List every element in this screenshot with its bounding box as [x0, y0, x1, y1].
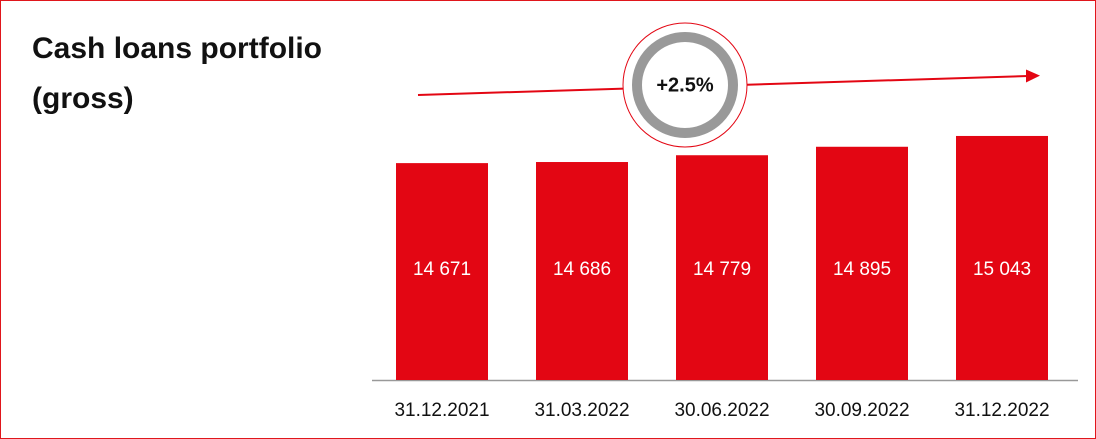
bar: [956, 135, 1048, 380]
value-label: 14 686: [553, 259, 611, 280]
x-tick-label: 31.12.2021: [394, 400, 489, 421]
bar: [676, 155, 768, 380]
chart-title: Cash loans portfolio (gross): [32, 32, 323, 115]
value-label: 15 043: [973, 259, 1031, 280]
x-tick-label: 30.06.2022: [674, 400, 769, 421]
bar: [816, 146, 908, 380]
badge-ring: [632, 32, 738, 138]
arrow-head: [1026, 69, 1040, 83]
x-tick-label: 31.03.2022: [534, 400, 629, 421]
bar: [536, 162, 628, 380]
badge-label: +2.5%: [656, 74, 713, 96]
bar: [396, 163, 488, 380]
value-label: 14 779: [693, 259, 751, 280]
value-label: 14 895: [833, 259, 891, 280]
x-tick-label: 30.09.2022: [814, 400, 909, 421]
x-tick-label: 31.12.2022: [954, 400, 1049, 421]
value-label: 14 671: [413, 259, 471, 280]
